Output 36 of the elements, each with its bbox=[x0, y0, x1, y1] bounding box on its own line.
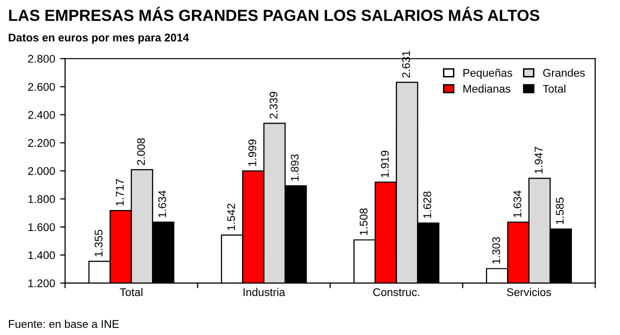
y-tick-label: 1.600 bbox=[28, 223, 55, 232]
y-tick-label: 2.600 bbox=[28, 82, 55, 91]
data-label: 2.008 bbox=[137, 138, 145, 165]
data-label: 1.355 bbox=[94, 230, 103, 256]
x-tick-label: Total bbox=[120, 288, 142, 296]
legend-label: Pequeñas bbox=[463, 68, 512, 79]
data-label: 1.947 bbox=[534, 146, 543, 174]
y-tick-label: 1.200 bbox=[28, 279, 55, 288]
x-tick-label: Construc. bbox=[373, 288, 420, 296]
chart-subtitle: Datos en euros por mes para 2014 bbox=[8, 34, 189, 44]
data-label: 1.634 bbox=[513, 190, 522, 218]
data-label: 1.717 bbox=[116, 179, 124, 206]
legend-label: Total bbox=[542, 84, 566, 93]
data-label: 1.585 bbox=[556, 198, 564, 224]
y-tick-label: 1.400 bbox=[28, 251, 55, 260]
data-label: 1.508 bbox=[360, 208, 368, 235]
y-tick-label: 1.800 bbox=[28, 195, 55, 204]
data-label: 2.631 bbox=[402, 50, 410, 78]
data-label: 1.999 bbox=[248, 140, 256, 166]
y-tick-label: 2.200 bbox=[28, 139, 55, 147]
source-note: Fuente: en base a INE bbox=[8, 320, 119, 328]
data-label: 1.542 bbox=[227, 204, 236, 230]
data-label: 1.303 bbox=[492, 237, 500, 264]
chart-title: LAS EMPRESAS MÁS GRANDES PAGAN LOS SALARIOS MÁS ALTOS bbox=[9, 6, 540, 22]
data-label: 1.919 bbox=[380, 150, 389, 178]
x-tick-label: Industria bbox=[244, 288, 286, 296]
data-label: 2.339 bbox=[270, 92, 278, 119]
legend-label: Medianas bbox=[463, 84, 510, 93]
data-label: 1.628 bbox=[423, 192, 432, 218]
x-tick-label: Servicios bbox=[506, 288, 552, 296]
y-tick-label: 2.400 bbox=[28, 111, 55, 119]
data-label: 1.893 bbox=[290, 154, 299, 181]
legend-label: Grandes bbox=[543, 68, 585, 77]
y-tick-label: 2.800 bbox=[28, 54, 55, 63]
data-label: 1.634 bbox=[158, 190, 166, 218]
y-tick-label: 2.000 bbox=[28, 167, 55, 175]
